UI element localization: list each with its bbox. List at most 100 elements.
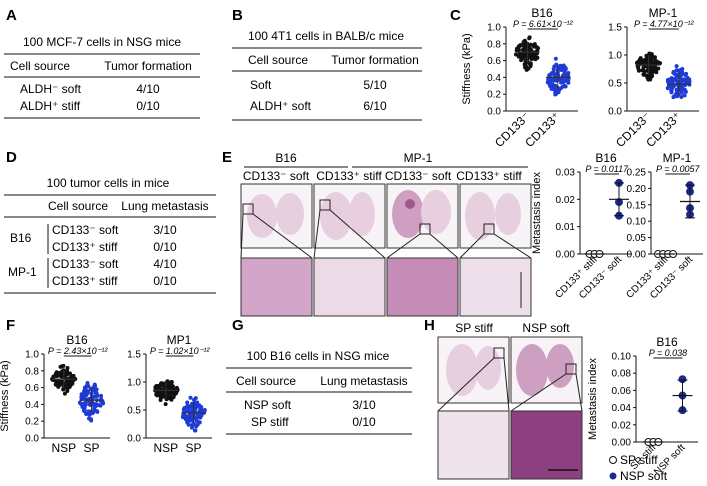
data-point <box>528 47 533 52</box>
y-tick-label: 0.20 <box>627 184 647 195</box>
chart-title: B16 <box>656 335 678 349</box>
data-point <box>62 391 67 396</box>
data-point <box>679 90 684 95</box>
panel-label-b: B <box>232 7 243 24</box>
data-point <box>159 381 164 386</box>
p-value-label: P = 2.43×10⁻¹² <box>48 346 108 356</box>
table-g-header-source: Cell source <box>236 374 296 388</box>
panel-h: H SP stiff NSP soft <box>424 317 583 480</box>
y-tick-label: 1.5 <box>127 350 141 361</box>
p-value-label: P = 0.0057 <box>656 164 700 174</box>
y-tick-label: 1.0 <box>25 350 39 361</box>
table-b-row-1-result: 5/10 <box>363 78 387 92</box>
data-point <box>639 60 644 65</box>
data-point <box>562 83 567 88</box>
data-point <box>674 68 679 73</box>
data-point <box>169 397 174 402</box>
table-d-group-2: MP-1 <box>8 265 37 279</box>
y-tick-label: 1.0 <box>127 378 141 389</box>
table-g-row-1-source: NSP soft <box>244 398 292 412</box>
y-tick-label: 0.04 <box>612 403 632 414</box>
data-point <box>59 369 64 374</box>
y-tick-label: 0.01 <box>556 222 576 233</box>
table-a-title: 100 MCF-7 cells in NSG mice <box>23 35 181 49</box>
data-point <box>683 72 688 77</box>
image-label-2: CD133⁺ stiff <box>316 169 382 183</box>
zoom-line <box>252 213 313 259</box>
chart-title: B16 <box>66 333 88 347</box>
table-b-row-2-source: ALDH⁺ soft <box>250 99 312 113</box>
x-tick-label: NSP <box>153 441 178 455</box>
data-point <box>557 64 562 69</box>
data-point <box>82 409 87 414</box>
data-point <box>168 389 173 394</box>
data-point <box>553 83 558 88</box>
data-point <box>673 76 678 81</box>
zoom-line <box>459 233 485 259</box>
data-point <box>566 70 571 75</box>
chart-title: MP-1 <box>649 6 678 20</box>
image-label-3: CD133⁻ soft <box>385 169 452 183</box>
y-tick-label: 0.5 <box>127 406 141 417</box>
x-tick-label: NSP <box>51 441 76 455</box>
image-group-label-2: MP-1 <box>404 151 433 165</box>
data-point <box>547 81 552 86</box>
data-point <box>164 396 169 401</box>
data-point <box>670 86 675 91</box>
data-point <box>649 60 654 65</box>
data-point <box>94 387 99 392</box>
data-point <box>154 385 159 390</box>
image-label-h-1: SP stiff <box>455 321 493 335</box>
legend-marker-nsp-soft <box>609 472 617 480</box>
y-tick-label: 0.10 <box>627 217 647 228</box>
data-point <box>650 67 655 72</box>
table-d-row-3-source: CD133⁻ soft <box>52 257 119 271</box>
histology-image-e-1 <box>240 183 313 249</box>
p-value-label: P = 6.61×10⁻¹² <box>513 19 573 29</box>
data-point <box>521 40 526 45</box>
data-point <box>519 58 524 63</box>
y-tick-label: 0.4 <box>25 400 39 411</box>
panel-label-h: H <box>424 317 435 334</box>
data-point <box>196 404 201 409</box>
image-label-1: CD133⁻ soft <box>243 169 310 183</box>
table-d-row-1-result: 3/10 <box>153 223 177 237</box>
zoom-line <box>503 357 510 412</box>
data-point <box>672 94 677 99</box>
data-point <box>156 392 161 397</box>
table-a-row-2-result: 0/10 <box>136 99 160 113</box>
zoom-line <box>240 213 244 259</box>
zoom-line <box>437 357 495 412</box>
histology-zoom-e-4 <box>459 257 532 317</box>
data-point <box>516 47 521 52</box>
panel-d: D 100 tumor cells in mice Cell source Lu… <box>4 149 216 294</box>
chart-title: MP1 <box>167 333 192 347</box>
p-value-label: P = 4.77×10⁻¹² <box>634 19 694 29</box>
data-point <box>556 90 561 95</box>
table-d-title: 100 tumor cells in mice <box>47 176 170 190</box>
data-point <box>83 402 88 407</box>
panel-b: B 100 4T1 cells in BALB/c mice Cell sour… <box>232 7 422 121</box>
data-point <box>85 381 90 386</box>
panel-e: E B16 MP-1 CD133⁻ soft CD133⁺ stiff CD13… <box>222 149 532 317</box>
histology-image-h-1 <box>437 336 510 404</box>
data-point <box>638 56 643 61</box>
data-point <box>91 385 96 390</box>
table-d-row-4-source: CD133⁺ stiff <box>52 274 118 288</box>
data-point <box>549 71 554 76</box>
data-point <box>674 64 679 69</box>
y-tick-label: 0.06 <box>612 386 632 397</box>
chart-title: MP-1 <box>663 151 692 165</box>
chart-title: B16 <box>531 6 553 20</box>
y-tick-label: 0.0 <box>127 434 141 445</box>
y-tick-label: 0.0 <box>25 434 39 445</box>
table-g-header-result: Lung metastasis <box>320 374 407 388</box>
table-b-header-result: Tumor formation <box>331 53 419 67</box>
table-g-row-2-source: SP stiff <box>251 415 289 429</box>
data-point <box>69 382 74 387</box>
table-d-header-source: Cell source <box>48 199 108 213</box>
data-point <box>170 384 175 389</box>
data-point <box>183 417 188 422</box>
y-tick-label: 1.5 <box>608 23 622 34</box>
